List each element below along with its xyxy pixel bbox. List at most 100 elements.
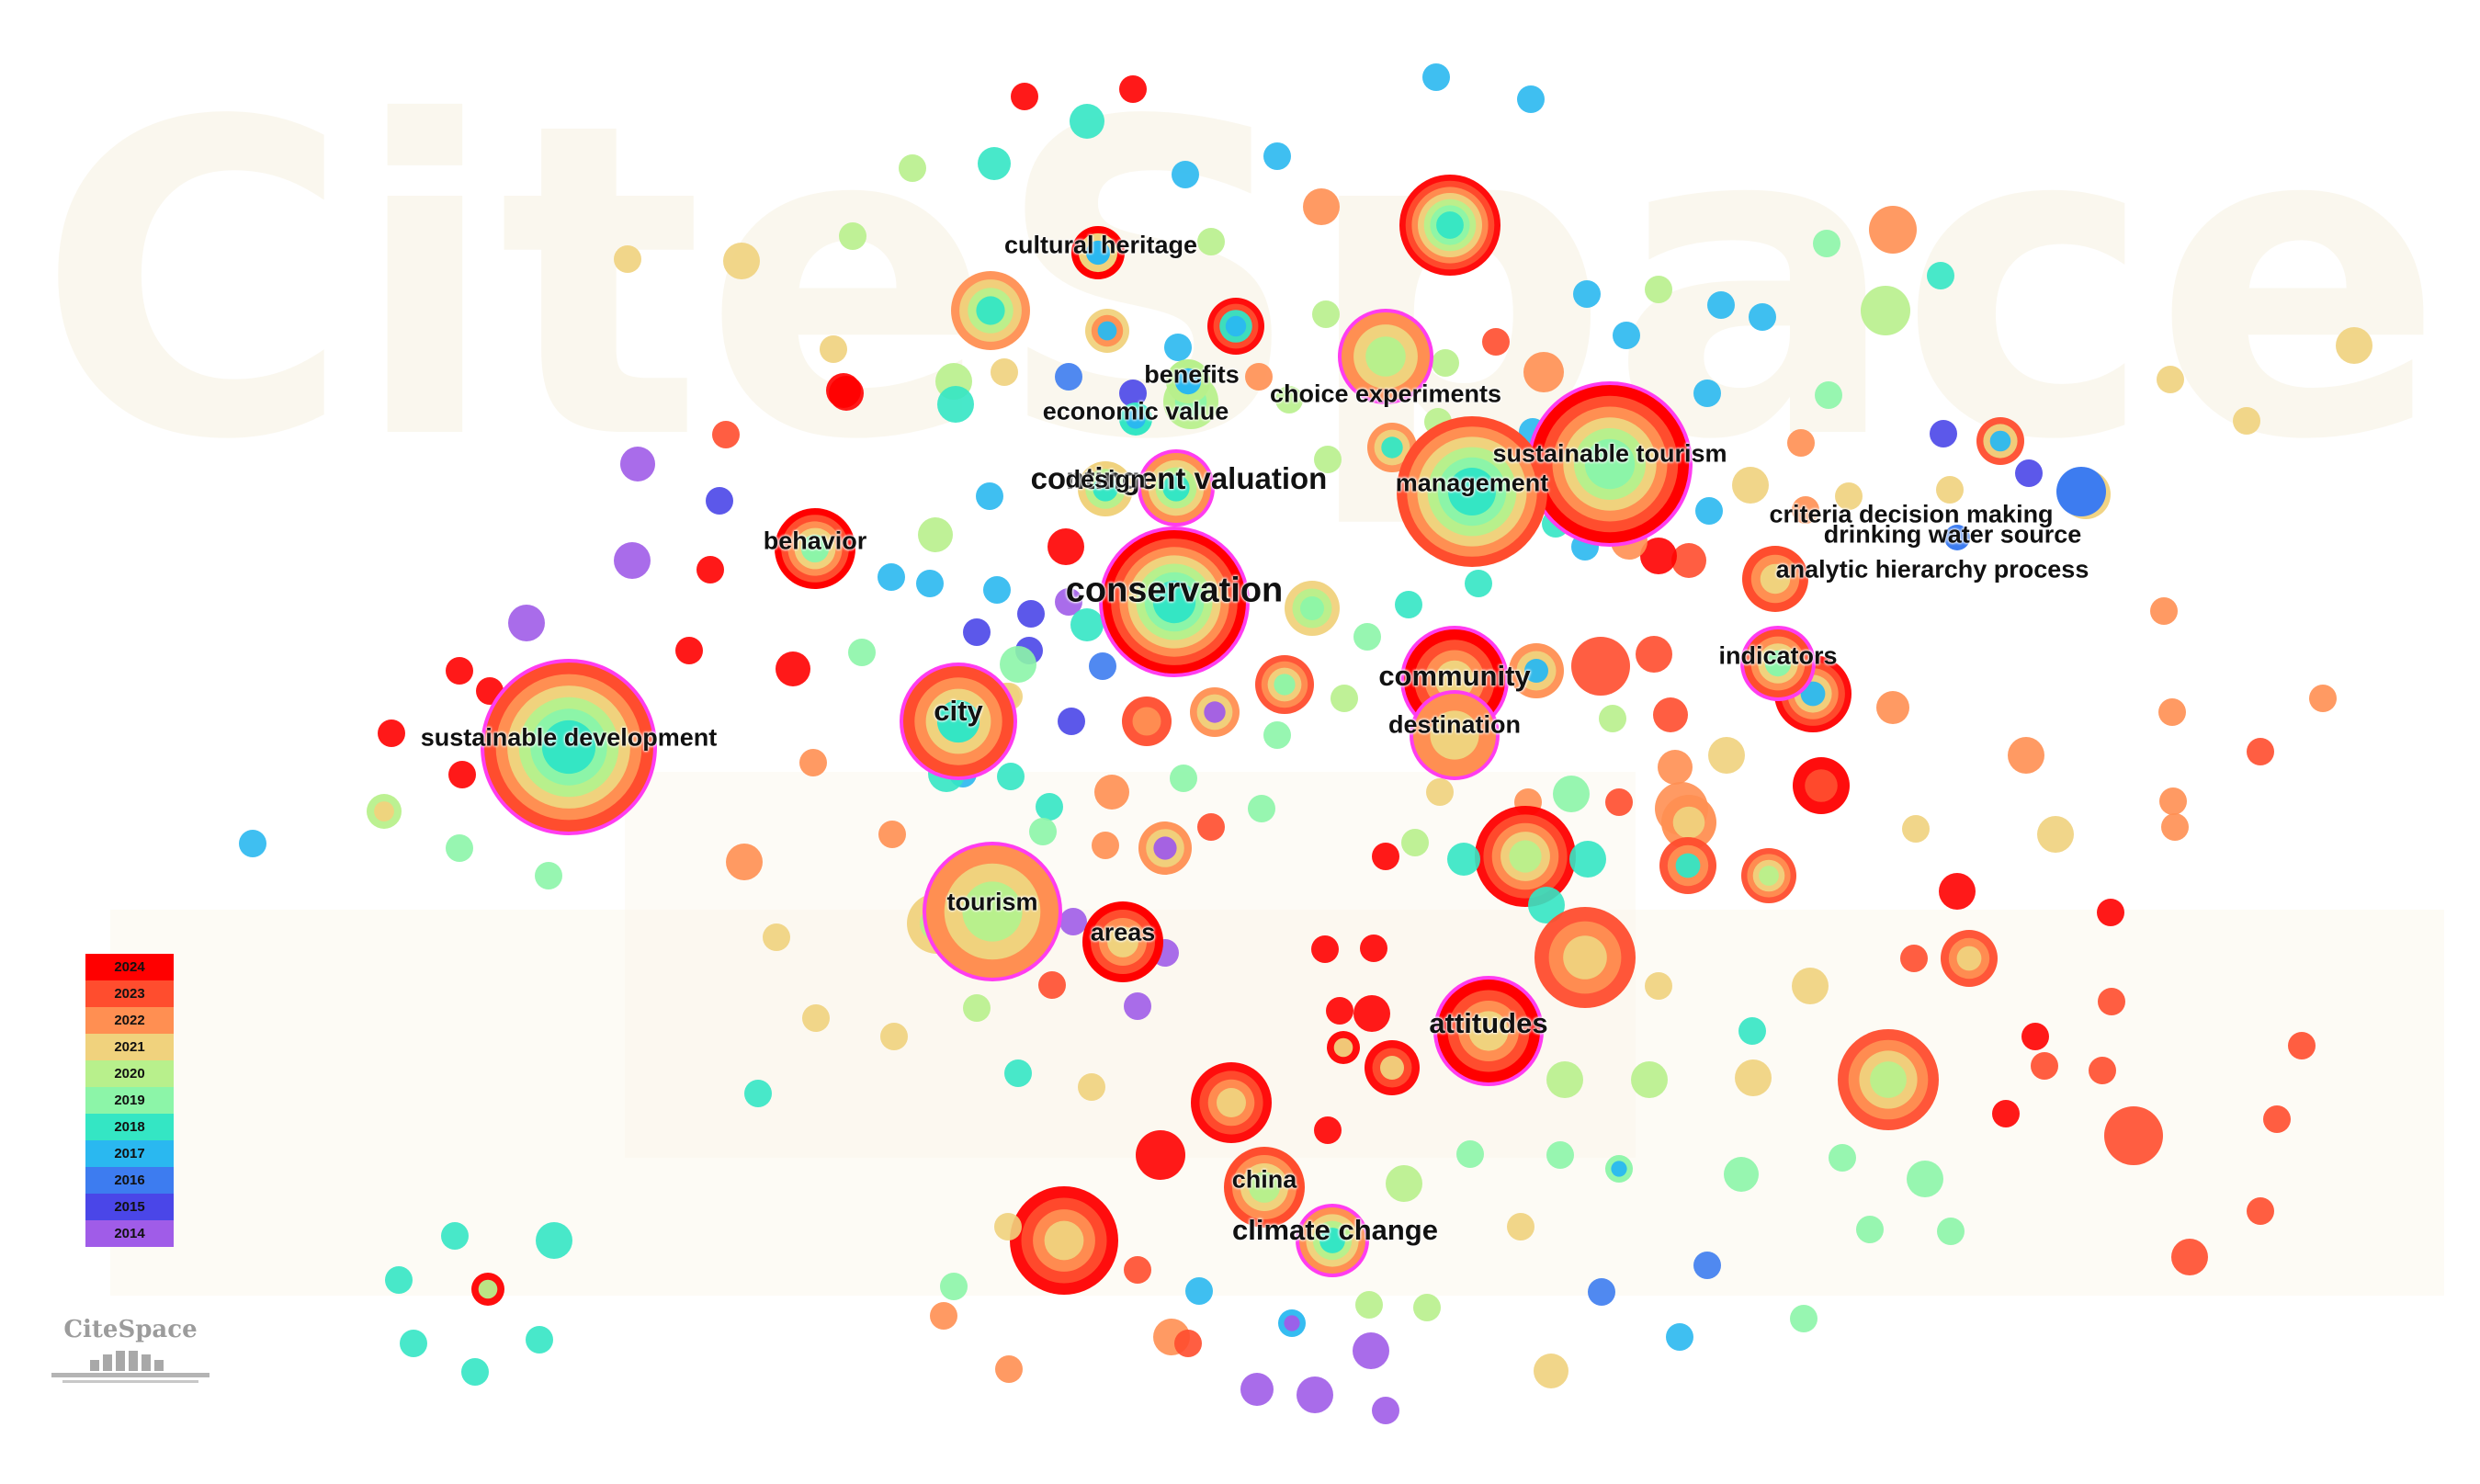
keyword-node[interactable] xyxy=(2247,738,2274,765)
keyword-node[interactable] xyxy=(930,1302,957,1330)
keyword-node-sustainable-development[interactable] xyxy=(481,659,657,835)
keyword-node[interactable] xyxy=(1546,1141,1574,1169)
keyword-node[interactable] xyxy=(1174,1330,1202,1357)
keyword-node[interactable] xyxy=(2247,1197,2274,1225)
keyword-node[interactable] xyxy=(1432,349,1459,377)
keyword-node[interactable] xyxy=(1164,334,1192,361)
keyword-node[interactable] xyxy=(726,844,763,880)
keyword-node[interactable] xyxy=(1185,1277,1213,1305)
keyword-node[interactable] xyxy=(1085,309,1129,353)
keyword-node[interactable] xyxy=(508,605,545,641)
keyword-node[interactable] xyxy=(1813,230,1840,257)
keyword-node[interactable] xyxy=(1936,476,1964,504)
keyword-node[interactable] xyxy=(1735,1059,1772,1096)
keyword-node[interactable] xyxy=(385,1266,413,1294)
keyword-node[interactable] xyxy=(1191,1062,1272,1143)
keyword-node[interactable] xyxy=(1136,1130,1185,1180)
keyword-node[interactable] xyxy=(1509,643,1564,698)
keyword-node-attitudes[interactable] xyxy=(1433,976,1544,1086)
keyword-node[interactable] xyxy=(1902,815,1930,843)
keyword-node[interactable] xyxy=(1569,841,1606,878)
keyword-node[interactable] xyxy=(2097,899,2124,926)
keyword-node[interactable] xyxy=(1010,1186,1118,1295)
keyword-node[interactable] xyxy=(1659,837,1716,894)
keyword-node[interactable] xyxy=(1138,821,1192,875)
keyword-node[interactable] xyxy=(1856,1216,1884,1243)
keyword-node[interactable] xyxy=(916,570,944,597)
keyword-node[interactable] xyxy=(839,222,866,250)
keyword-node[interactable] xyxy=(1360,935,1387,962)
keyword-node[interactable] xyxy=(1792,968,1829,1004)
keyword-node[interactable] xyxy=(1738,1017,1766,1045)
keyword-node[interactable] xyxy=(951,271,1030,350)
keyword-node[interactable] xyxy=(1119,379,1147,407)
keyword-node[interactable] xyxy=(1456,1140,1484,1168)
keyword-node[interactable] xyxy=(1465,570,1492,597)
keyword-node[interactable] xyxy=(1263,721,1291,749)
keyword-node[interactable] xyxy=(1693,1252,1721,1279)
keyword-node[interactable] xyxy=(2008,737,2044,774)
keyword-node[interactable] xyxy=(802,1004,830,1032)
keyword-node[interactable] xyxy=(1573,280,1601,308)
keyword-node[interactable] xyxy=(1314,446,1342,473)
keyword-node[interactable] xyxy=(983,576,1011,604)
keyword-node[interactable] xyxy=(1599,705,1626,732)
keyword-node-climate-change[interactable] xyxy=(1296,1204,1369,1277)
keyword-node[interactable] xyxy=(1941,930,1998,987)
keyword-node[interactable] xyxy=(1732,467,1769,504)
keyword-node[interactable] xyxy=(723,243,760,279)
keyword-node[interactable] xyxy=(2150,597,2178,625)
keyword-node[interactable] xyxy=(1326,997,1353,1025)
keyword-node[interactable] xyxy=(1741,848,1796,903)
keyword-node[interactable] xyxy=(2171,1239,2208,1275)
keyword-node-city[interactable] xyxy=(900,663,1017,780)
keyword-node[interactable] xyxy=(1055,588,1082,616)
keyword-node[interactable] xyxy=(1613,322,1640,349)
keyword-node[interactable] xyxy=(1263,142,1291,170)
keyword-node-destination[interactable] xyxy=(1410,690,1500,780)
keyword-node[interactable] xyxy=(1207,298,1264,355)
keyword-node[interactable] xyxy=(1426,778,1454,806)
keyword-node[interactable] xyxy=(744,1080,772,1107)
keyword-node[interactable] xyxy=(1787,429,1815,457)
keyword-node[interactable] xyxy=(1059,908,1087,935)
keyword-node[interactable] xyxy=(1666,1323,1693,1351)
keyword-node[interactable] xyxy=(1653,697,1688,732)
keyword-node[interactable] xyxy=(2233,407,2260,435)
keyword-node[interactable] xyxy=(1353,623,1381,651)
keyword-node[interactable] xyxy=(878,563,905,591)
keyword-node-analytic-hierarchy-process[interactable] xyxy=(1742,546,1808,612)
keyword-node[interactable] xyxy=(1939,873,1976,910)
keyword-node[interactable] xyxy=(1303,188,1340,225)
keyword-node[interactable] xyxy=(1475,806,1576,907)
keyword-node[interactable] xyxy=(1838,1029,1939,1130)
keyword-node[interactable] xyxy=(1000,646,1036,683)
keyword-node[interactable] xyxy=(1047,528,1084,565)
keyword-node-contingent-valuation[interactable] xyxy=(1138,449,1215,527)
keyword-node[interactable] xyxy=(1395,591,1422,618)
keyword-node[interactable] xyxy=(1631,1061,1668,1098)
keyword-node[interactable] xyxy=(937,386,974,423)
keyword-node[interactable] xyxy=(1605,788,1633,816)
keyword-node[interactable] xyxy=(1197,228,1225,255)
keyword-node[interactable] xyxy=(1645,276,1672,303)
keyword-node[interactable] xyxy=(2288,1032,2316,1059)
keyword-node[interactable] xyxy=(1546,1061,1583,1098)
keyword-node[interactable] xyxy=(1327,1031,1360,1064)
keyword-node[interactable] xyxy=(239,830,266,857)
keyword-node-criteria-decision-making[interactable] xyxy=(2056,467,2106,516)
keyword-node[interactable] xyxy=(1605,1155,1633,1183)
keyword-node[interactable] xyxy=(994,1213,1022,1240)
keyword-node[interactable] xyxy=(367,794,402,829)
keyword-node[interactable] xyxy=(696,556,724,583)
keyword-node[interactable] xyxy=(1724,1157,1759,1192)
keyword-node[interactable] xyxy=(1089,652,1116,680)
keyword-node[interactable] xyxy=(446,657,473,685)
keyword-node[interactable] xyxy=(1190,687,1240,737)
keyword-node-areas[interactable] xyxy=(1082,901,1163,982)
keyword-node[interactable] xyxy=(1240,1373,1274,1406)
keyword-node[interactable] xyxy=(1355,1291,1383,1319)
keyword-node[interactable] xyxy=(1636,636,1672,673)
keyword-node[interactable] xyxy=(763,923,790,951)
keyword-node-behavior[interactable] xyxy=(775,508,855,589)
